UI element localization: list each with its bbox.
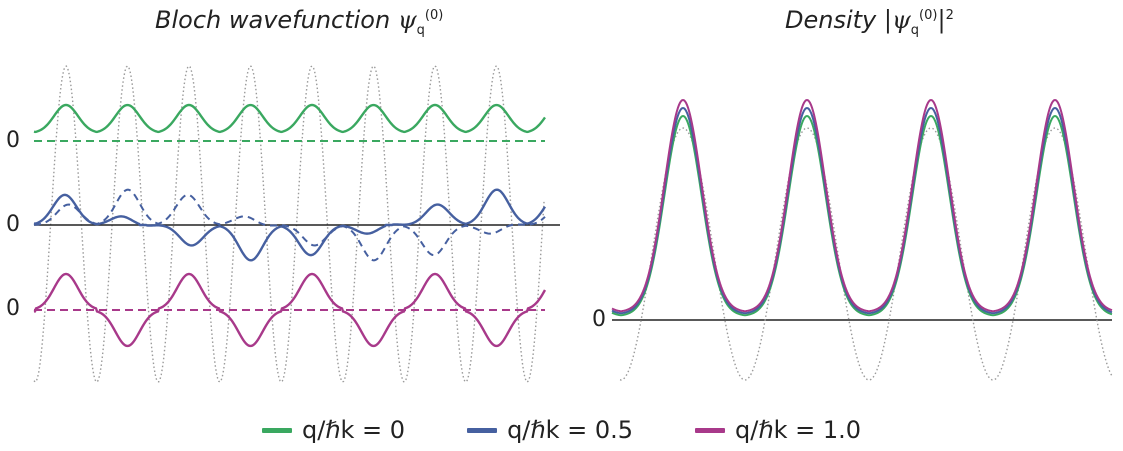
blue-solid-curve xyxy=(33,188,547,262)
right-title-symbol: |ψ xyxy=(883,6,911,34)
magenta-wavefunction-curve xyxy=(33,272,547,348)
legend-label-q0: q/ℏk = 0 xyxy=(301,416,406,444)
green-wavefunction-curve xyxy=(33,103,546,134)
legend-swatch-green xyxy=(261,427,292,433)
legend-item-q05: q/ℏk = 0.5 xyxy=(467,416,633,444)
right-title-sup: (0) xyxy=(919,8,938,23)
legend-swatch-blue xyxy=(467,427,498,433)
left-title-sup: (0) xyxy=(424,8,444,23)
right-panel-title: Density |ψq(0)|2 xyxy=(785,6,954,38)
right-title-sub: q xyxy=(910,22,920,38)
legend: q/ℏk = 0 q/ℏk = 0.5 q/ℏk = 1.0 xyxy=(0,412,1123,448)
density-blue-curve xyxy=(611,106,1113,315)
left-potential-curve xyxy=(33,65,545,383)
left-panel-title: Bloch wavefunction ψq(0) xyxy=(155,6,443,38)
right-title-power: 2 xyxy=(945,8,954,23)
right-title-text: Density xyxy=(785,6,884,34)
left-panel-plot xyxy=(33,65,560,383)
legend-item-q0: q/ℏk = 0 xyxy=(261,416,406,444)
legend-swatch-magenta xyxy=(695,427,726,433)
legend-label-q10: q/ℏk = 1.0 xyxy=(735,416,861,444)
left-title-symbol: ψ xyxy=(397,6,417,34)
zero-label-bottom: 0 xyxy=(6,296,20,321)
left-title-text: Bloch wavefunction xyxy=(155,6,398,34)
zero-label-density: 0 xyxy=(592,307,606,332)
legend-label-q05: q/ℏk = 0.5 xyxy=(507,416,634,444)
density-green-curve xyxy=(611,114,1113,317)
right-title-tail: | xyxy=(937,6,946,34)
left-title-sub: q xyxy=(416,22,425,38)
zero-label-top: 0 xyxy=(6,128,20,153)
right-panel-plot xyxy=(611,98,1113,381)
density-magenta-curve xyxy=(611,98,1113,313)
legend-item-q10: q/ℏk = 1.0 xyxy=(695,416,861,444)
blue-dashed-curve xyxy=(33,188,546,262)
zero-label-middle: 0 xyxy=(6,212,20,237)
